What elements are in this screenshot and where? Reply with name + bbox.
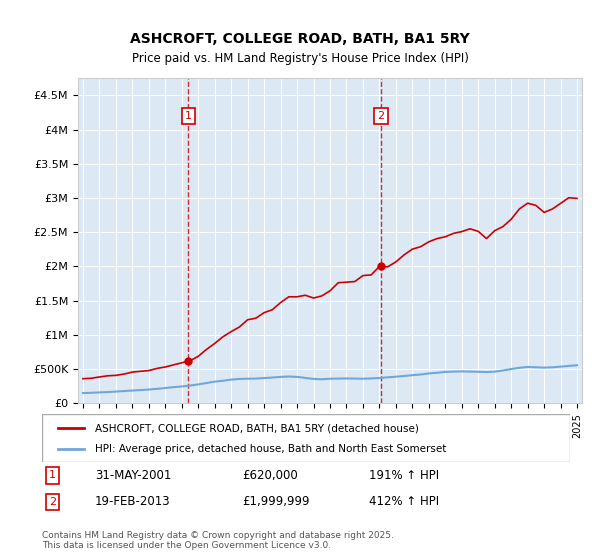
Text: ASHCROFT, COLLEGE ROAD, BATH, BA1 5RY (detached house): ASHCROFT, COLLEGE ROAD, BATH, BA1 5RY (d… [95, 424, 419, 433]
Text: 1: 1 [49, 470, 56, 480]
Text: Price paid vs. HM Land Registry's House Price Index (HPI): Price paid vs. HM Land Registry's House … [131, 52, 469, 66]
Text: 412% ↑ HPI: 412% ↑ HPI [370, 496, 439, 508]
Text: 191% ↑ HPI: 191% ↑ HPI [370, 469, 439, 482]
Text: HPI: Average price, detached house, Bath and North East Somerset: HPI: Average price, detached house, Bath… [95, 444, 446, 454]
Text: 19-FEB-2013: 19-FEB-2013 [95, 496, 170, 508]
Text: 2: 2 [377, 111, 385, 121]
Text: 2: 2 [49, 497, 56, 507]
FancyBboxPatch shape [42, 414, 570, 462]
Text: £620,000: £620,000 [242, 469, 298, 482]
Text: ASHCROFT, COLLEGE ROAD, BATH, BA1 5RY: ASHCROFT, COLLEGE ROAD, BATH, BA1 5RY [130, 32, 470, 46]
Text: 1: 1 [185, 111, 192, 121]
Text: Contains HM Land Registry data © Crown copyright and database right 2025.
This d: Contains HM Land Registry data © Crown c… [42, 531, 394, 550]
Text: £1,999,999: £1,999,999 [242, 496, 310, 508]
Text: 31-MAY-2001: 31-MAY-2001 [95, 469, 171, 482]
